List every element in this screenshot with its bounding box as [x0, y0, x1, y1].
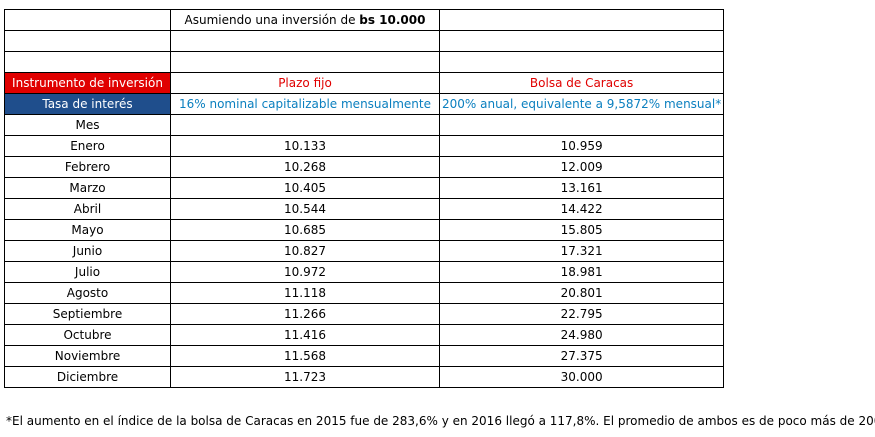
month-cell: Diciembre	[4, 366, 171, 388]
bolsa-value: 15.805	[438, 219, 725, 241]
bolsa-value: 30.000	[438, 366, 725, 388]
bolsa-value: 17.321	[438, 240, 725, 262]
plazo-fijo-value: 10.268	[170, 156, 440, 178]
bolsa-value: 24.980	[438, 324, 725, 346]
month-cell: Noviembre	[4, 345, 171, 367]
plazo-fijo-value: 10.544	[170, 198, 440, 220]
bolsa-value: 18.981	[438, 261, 725, 283]
plazo-fijo-value: 11.266	[170, 303, 440, 325]
month-header-row: Mes	[4, 114, 725, 136]
empty-cell	[170, 114, 440, 136]
rate-row: Tasa de interés 16% nominal capitalizabl…	[4, 93, 725, 115]
blank-row	[4, 30, 725, 52]
bolsa-value: 10.959	[438, 135, 725, 157]
title-amount: bs 10.000	[359, 13, 426, 27]
plazo-fijo-value: 11.723	[170, 366, 440, 388]
month-cell: Abril	[4, 198, 171, 220]
plazo-fijo-value: 10.685	[170, 219, 440, 241]
investment-table: Asumiendo una inversión de bs 10.000 Ins…	[4, 9, 725, 388]
table-row: Agosto 11.118 20.801	[4, 282, 725, 304]
plazo-fijo-value: 10.405	[170, 177, 440, 199]
instrument-label: Instrumento de inversión	[4, 72, 171, 94]
bolsa-value: 20.801	[438, 282, 725, 304]
empty-cell	[438, 30, 725, 52]
title-row: Asumiendo una inversión de bs 10.000	[4, 9, 725, 31]
month-cell: Febrero	[4, 156, 171, 178]
table-row: Enero 10.133 10.959	[4, 135, 725, 157]
empty-cell	[438, 114, 725, 136]
plazo-fijo-value: 10.133	[170, 135, 440, 157]
empty-cell	[438, 9, 725, 31]
bolsa-value: 13.161	[438, 177, 725, 199]
title-prefix: Asumiendo una inversión de	[184, 13, 360, 27]
table-row: Octubre 11.416 24.980	[4, 324, 725, 346]
month-cell: Julio	[4, 261, 171, 283]
plazo-fijo-rate: 16% nominal capitalizable mensualmente	[170, 93, 440, 115]
month-header: Mes	[4, 114, 171, 136]
bolsa-value: 22.795	[438, 303, 725, 325]
month-cell: Mayo	[4, 219, 171, 241]
month-cell: Septiembre	[4, 303, 171, 325]
plazo-fijo-value: 10.972	[170, 261, 440, 283]
month-cell: Junio	[4, 240, 171, 262]
plazo-fijo-header: Plazo fijo	[170, 72, 440, 94]
bolsa-value: 12.009	[438, 156, 725, 178]
table-row: Abril 10.544 14.422	[4, 198, 725, 220]
bolsa-value: 14.422	[438, 198, 725, 220]
table-row: Diciembre 11.723 30.000	[4, 366, 725, 388]
footnote: *El aumento en el índice de la bolsa de …	[6, 414, 875, 428]
plazo-fijo-value: 11.416	[170, 324, 440, 346]
table-row: Septiembre 11.266 22.795	[4, 303, 725, 325]
table-row: Mayo 10.685 15.805	[4, 219, 725, 241]
month-cell: Agosto	[4, 282, 171, 304]
rate-label: Tasa de interés	[4, 93, 171, 115]
empty-cell	[438, 51, 725, 73]
table-row: Febrero 10.268 12.009	[4, 156, 725, 178]
empty-cell	[4, 51, 171, 73]
month-cell: Octubre	[4, 324, 171, 346]
plazo-fijo-value: 10.827	[170, 240, 440, 262]
bolsa-value: 27.375	[438, 345, 725, 367]
month-cell: Enero	[4, 135, 171, 157]
empty-cell	[170, 30, 440, 52]
table-row: Junio 10.827 17.321	[4, 240, 725, 262]
investment-title: Asumiendo una inversión de bs 10.000	[170, 9, 440, 31]
blank-row	[4, 51, 725, 73]
month-rows: Enero 10.133 10.959 Febrero 10.268 12.009 Marz…	[4, 135, 725, 388]
plazo-fijo-value: 11.118	[170, 282, 440, 304]
empty-cell	[170, 51, 440, 73]
bolsa-header: Bolsa de Caracas	[438, 72, 725, 94]
plazo-fijo-value: 11.568	[170, 345, 440, 367]
table-row: Julio 10.972 18.981	[4, 261, 725, 283]
empty-cell	[4, 30, 171, 52]
table-row: Noviembre 11.568 27.375	[4, 345, 725, 367]
month-cell: Marzo	[4, 177, 171, 199]
table-row: Marzo 10.405 13.161	[4, 177, 725, 199]
instrument-row: Instrumento de inversión Plazo fijo Bols…	[4, 72, 725, 94]
bolsa-rate: 200% anual, equivalente a 9,5872% mensua…	[438, 93, 725, 115]
empty-cell	[4, 9, 171, 31]
